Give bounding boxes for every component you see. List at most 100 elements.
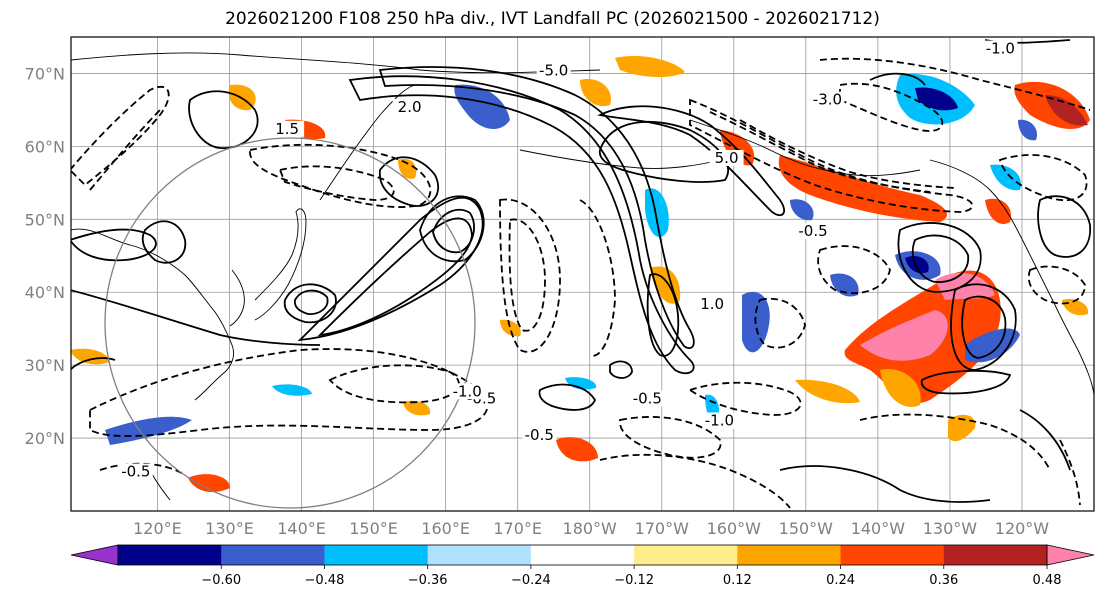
contour-label: 2.0: [398, 98, 422, 116]
positive-contour: [71, 289, 321, 346]
longitude-labels: 120°E 130°E 140°E 150°E 160°E 170°E 180°W 170°W…: [133, 519, 1049, 538]
negative-contour: [328, 364, 460, 404]
positive-contour: [597, 105, 785, 217]
shade-blob: [905, 255, 929, 274]
positive-contour: [779, 465, 991, 503]
contour-label-bg: [709, 149, 744, 166]
negative-contour: [754, 297, 806, 349]
colorbar-swatch: [427, 545, 532, 565]
shade-blob: [398, 158, 417, 179]
negative-contour: [819, 57, 1091, 111]
contour-label-bg: [118, 463, 153, 480]
contour-label: -1.0: [986, 40, 1015, 58]
contour-label: -0.5: [525, 426, 554, 444]
lon-tick-label: 170°E: [493, 519, 542, 538]
contour-labels: -0.5-0.5-0.5-1.0-0.5-1.0-0.5-1.0-3.0-5.0…: [118, 40, 1018, 481]
negative-contour: [689, 98, 974, 213]
colorbar-tick-label: −0.12: [614, 573, 654, 588]
positive-contour: [283, 283, 337, 324]
coastline-alaska: [689, 119, 921, 177]
shade-blob: [985, 198, 1011, 224]
coastline-aleutians: [519, 149, 721, 169]
shade-blob: [860, 310, 948, 361]
shade-blob: [720, 130, 755, 166]
positive-contour: [598, 120, 729, 183]
negative-contour: [998, 154, 1088, 202]
lat-tick-label: 20°N: [25, 429, 65, 448]
map-title: 2026021200 F108 250 hPa div., IVT Landfa…: [225, 9, 880, 29]
shade-blob: [645, 188, 669, 238]
colorbar-extend-max: [1046, 544, 1095, 566]
negative-contour: [709, 111, 931, 193]
positive-contour: [646, 273, 680, 357]
lon-tick-label: 120°W: [995, 519, 1050, 538]
negative-contour: [249, 143, 432, 208]
positive-contour: [188, 90, 259, 149]
positive-contour: [379, 156, 440, 207]
coastline-korea: [229, 269, 245, 327]
negative-contour: [89, 107, 163, 191]
lon-tick-label: 130°E: [205, 519, 254, 538]
positive-contour: [961, 295, 1007, 359]
contour-label: 1.0: [700, 295, 724, 313]
lat-tick-label: 50°N: [25, 210, 65, 229]
colorbar-swatch: [530, 545, 635, 565]
lon-tick-label: 160°W: [707, 519, 762, 538]
positive-contour: [897, 222, 982, 293]
contour-label: -0.5: [121, 463, 150, 481]
map-panel: -0.5-0.5-0.5-1.0-0.5-1.0-0.5-1.0-3.0-5.0…: [70, 36, 1095, 512]
negative-contour: [579, 199, 616, 357]
lat-tick-label: 40°N: [25, 283, 65, 302]
colorbar-tick-label: 0.36: [929, 573, 958, 588]
lon-tick-label: 140°W: [851, 519, 906, 538]
negative-contour: [1059, 439, 1081, 506]
colorbar: −0.60 −0.48 −0.36 −0.24 −0.12 0.12 0.24 0.36 0.4…: [70, 544, 1095, 588]
shade-blob: [188, 474, 230, 493]
contour-label: -0.5: [798, 222, 827, 240]
colorbar-frame: [117, 544, 1048, 566]
negative-contour: [619, 416, 722, 459]
contour-label-bg: [796, 222, 831, 239]
colorbar-tick-label: 0.24: [826, 573, 855, 588]
contour-label-bg: [270, 120, 305, 137]
colorbar-tick-label: −0.60: [201, 573, 241, 588]
shade-blob: [965, 328, 1020, 363]
contour-label-bg: [630, 390, 665, 407]
lon-tick-label: 140°E: [277, 519, 326, 538]
contour-label: -5.0: [539, 61, 568, 79]
colorbar-swatch: [943, 545, 1048, 565]
lon-tick-label: 180°W: [563, 519, 618, 538]
positive-contour: [538, 383, 597, 411]
negative-contour: [278, 165, 395, 201]
coastline-asia: [71, 228, 235, 401]
negative-contour: [817, 245, 891, 294]
negative-contours: [71, 57, 1091, 509]
shade-blob: [990, 164, 1021, 191]
lon-tick-label: 160°E: [421, 519, 470, 538]
shade-blob: [454, 84, 510, 130]
positive-contour: [869, 72, 926, 86]
shade-blob: [880, 369, 921, 407]
negative-contour: [839, 82, 944, 132]
negative-contour: [739, 119, 956, 189]
colorbar-swatch: [737, 545, 842, 565]
shade-blob: [1045, 95, 1088, 126]
contour-label: -1.0: [705, 411, 734, 429]
shade-blob: [272, 384, 312, 396]
positive-contour: [71, 357, 116, 371]
lat-tick-label: 70°N: [25, 64, 65, 83]
shade-blob: [500, 319, 521, 337]
colorbar-tick-label: −0.24: [511, 573, 551, 588]
shade-blob: [795, 379, 860, 404]
contour-label-bg: [536, 62, 571, 79]
positive-contour: [950, 283, 1017, 371]
shade-blob: [71, 348, 110, 365]
contour-label: -1.0: [453, 382, 482, 400]
positive-contour: [432, 208, 475, 254]
latitude-labels: 70°N 60°N 50°N 40°N 30°N 20°N: [25, 64, 65, 448]
positive-contour: [1019, 409, 1071, 471]
map-frame: [70, 36, 1095, 512]
coastline-na-west: [929, 159, 1094, 396]
colorbar-swatch: [118, 545, 222, 565]
lat-tick-label: 60°N: [25, 137, 65, 156]
